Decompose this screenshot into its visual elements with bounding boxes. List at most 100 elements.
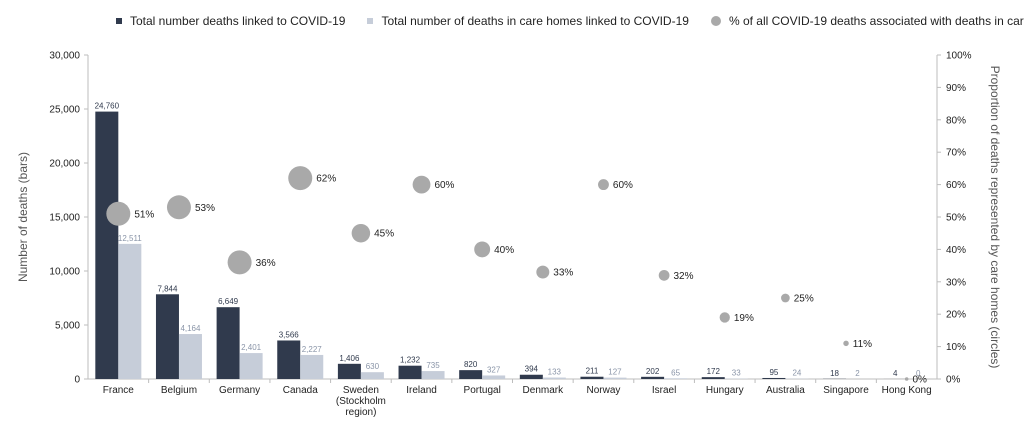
bar-total-label: 7,844	[157, 284, 178, 293]
x-category-label: Hong Kong	[882, 385, 932, 396]
bubble-pct-label: 45%	[374, 229, 394, 240]
y-tick-label: 5,000	[55, 321, 80, 332]
y-tick-label: 20,000	[49, 159, 80, 170]
bubble-pct-label: 11%	[853, 339, 872, 350]
bar-care	[421, 371, 445, 379]
bar-care	[360, 372, 384, 379]
x-category-label: Canada	[283, 385, 318, 396]
bubble-pct-label: 53%	[195, 203, 215, 214]
y2-tick-label: 100%	[946, 51, 972, 62]
bubble-pct	[598, 179, 609, 191]
x-category-label: Australia	[766, 385, 805, 396]
y2-tick-label: 90%	[946, 83, 966, 94]
bar-total	[459, 370, 483, 379]
y2-tick-label: 50%	[946, 213, 966, 224]
bubble-pct-label: 60%	[613, 180, 633, 191]
bar-total	[641, 376, 665, 379]
bar-total-label: 95	[769, 368, 778, 377]
bubble-pct	[536, 265, 550, 279]
legend-label-care: Total number of deaths in care homes lin…	[381, 14, 689, 28]
x-category-label: Germany	[219, 385, 260, 396]
bubble-pct	[106, 201, 131, 226]
bar-care	[178, 334, 202, 379]
bubble-pct	[904, 377, 909, 381]
bubble-pct-label: 40%	[494, 245, 514, 256]
bar-total-label: 4	[893, 369, 898, 378]
bubble-pct	[166, 195, 191, 220]
bar-care-label: 127	[608, 368, 622, 377]
x-category-label: Singapore	[823, 385, 869, 396]
bar-care-label: 2,227	[302, 345, 323, 354]
bar-total-label: 3,566	[279, 330, 300, 339]
bubble-pct	[658, 269, 670, 281]
legend-swatch-total	[116, 18, 122, 24]
x-category-label: Israel	[652, 385, 676, 396]
bar-total	[337, 363, 361, 379]
bubble-pct	[719, 312, 730, 323]
bar-total-label: 820	[464, 360, 478, 369]
bar-care-label: 24	[792, 369, 801, 378]
bubble-pct-label: 32%	[673, 271, 693, 282]
bar-total-label: 394	[525, 365, 539, 374]
bar-care-label: 327	[487, 365, 501, 374]
bar-total	[519, 374, 543, 379]
y-tick-label: 0	[74, 375, 80, 386]
bar-total	[398, 365, 422, 379]
bubble-pct	[351, 223, 371, 243]
bar-care-label: 133	[548, 368, 562, 377]
bar-total-label: 1,232	[400, 356, 421, 365]
bubble-pct	[227, 250, 252, 275]
y2-axis-title: Proportion of deaths represented by care…	[988, 66, 1002, 369]
bubble-pct	[781, 293, 790, 303]
bar-care-label: 2,401	[241, 343, 262, 352]
y2-tick-label: 70%	[946, 148, 966, 159]
bubble-pct	[412, 175, 431, 194]
bar-total	[762, 377, 786, 379]
bar-care-label: 2	[855, 369, 860, 378]
x-category-label: Sweden	[343, 385, 379, 396]
bar-care-label: 33	[732, 369, 741, 378]
y2-tick-label: 0%	[946, 375, 961, 386]
legend-label-total: Total number deaths linked to COVID-19	[130, 14, 346, 28]
bar-total-label: 1,406	[339, 354, 360, 363]
y2-tick-label: 80%	[946, 115, 966, 126]
bar-total-label: 18	[830, 369, 839, 378]
y2-tick-label: 20%	[946, 310, 966, 321]
x-category-label: Portugal	[464, 385, 501, 396]
legend-item-care: Total number of deaths in care homes lin…	[367, 14, 689, 28]
bubble-pct	[843, 340, 849, 347]
bar-total	[277, 340, 301, 379]
bubble-pct	[474, 241, 491, 258]
bar-care-label: 4,164	[180, 324, 201, 333]
legend-item-pct: % of all COVID-19 deaths associated with…	[710, 14, 1024, 28]
y2-tick-label: 30%	[946, 277, 966, 288]
y-tick-label: 15,000	[49, 213, 80, 224]
bar-total-label: 202	[646, 367, 660, 376]
x-category-label: Belgium	[161, 385, 197, 396]
bar-total-label: 211	[586, 367, 599, 376]
bar-total	[155, 294, 179, 379]
bar-care	[118, 243, 142, 379]
bubble-pct-label: 62%	[316, 174, 336, 185]
y-axis-title: Number of deaths (bars)	[16, 152, 30, 282]
legend-item-total: Total number deaths linked to COVID-19	[116, 14, 345, 28]
bar-care	[664, 378, 688, 379]
bubble-pct-label: 51%	[134, 209, 154, 220]
bar-care-label: 630	[366, 362, 380, 371]
bar-care	[300, 354, 324, 379]
y-tick-label: 30,000	[49, 51, 80, 62]
x-category-label: France	[103, 385, 135, 396]
bubble-pct-label: 33%	[553, 268, 573, 279]
bubble-pct	[288, 166, 313, 191]
bubble-pct-label: 19%	[734, 313, 754, 324]
bubble-pct-label: 0%	[912, 375, 927, 386]
legend-swatch-pct	[710, 16, 721, 26]
bar-care-label: 735	[426, 361, 440, 370]
bar-care	[482, 375, 506, 379]
bar-total-label: 24,760	[95, 102, 120, 111]
bar-total	[95, 111, 119, 379]
x-category-label: Ireland	[406, 385, 437, 396]
bar-total-label: 172	[707, 367, 721, 376]
x-category-label: region)	[345, 407, 376, 418]
